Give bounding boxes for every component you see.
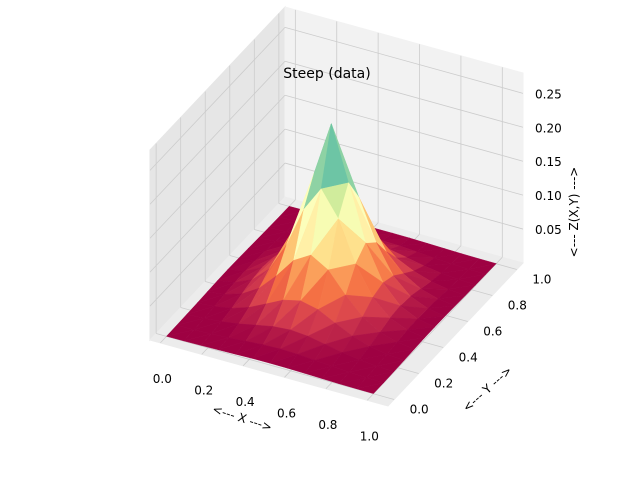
tick-labels: 0.0 0.2 0.4 0.6 0.8 1.0 0.0 0.2 0.4 0.6 0.8 1.0 0.05… <box>153 87 562 443</box>
chart-title: Steep (data) <box>283 66 370 82</box>
y-axis-label: <--- Y ---> <box>460 363 515 414</box>
z-tick-label: 0.05 <box>535 223 562 237</box>
y-tick-label: 0.6 <box>483 325 502 339</box>
surface-mesh <box>165 122 497 394</box>
x-tick-label: 0.6 <box>277 406 296 420</box>
z-axis-label: <--- Z(X,Y) ---> <box>567 167 581 258</box>
z-tick-label: 0.25 <box>535 87 562 101</box>
x-tick-label: 0.2 <box>194 383 213 397</box>
x-tick-label: 1.0 <box>360 429 379 443</box>
grid-line-z <box>149 94 286 239</box>
grid-line-z <box>284 26 524 94</box>
grid-line-z <box>149 61 286 205</box>
x-tick-label: 0.4 <box>236 395 255 409</box>
y-tick-label: 0.0 <box>410 403 429 417</box>
surface-facet <box>356 382 385 394</box>
z-tick-label: 0.10 <box>535 189 562 203</box>
z-tick-label: 0.20 <box>535 121 562 135</box>
y-tick-label: 1.0 <box>532 273 551 287</box>
x-tick-label: 0.8 <box>318 418 337 432</box>
grid-line-z <box>284 94 524 162</box>
x-tick-label: 0.0 <box>153 372 172 386</box>
grid-line-z <box>149 162 286 307</box>
grid-line-z <box>149 27 286 171</box>
grid-line-z <box>149 128 286 273</box>
grid-line-z <box>284 60 524 128</box>
grid-line-z <box>284 128 524 196</box>
z-tick-label: 0.15 <box>535 155 562 169</box>
y-tick-label: 0.8 <box>508 299 527 313</box>
y-tick-label: 0.4 <box>459 351 478 365</box>
y-tick-label: 0.2 <box>434 377 453 391</box>
grid-line-y <box>156 333 395 400</box>
grid-line-x <box>367 256 503 401</box>
